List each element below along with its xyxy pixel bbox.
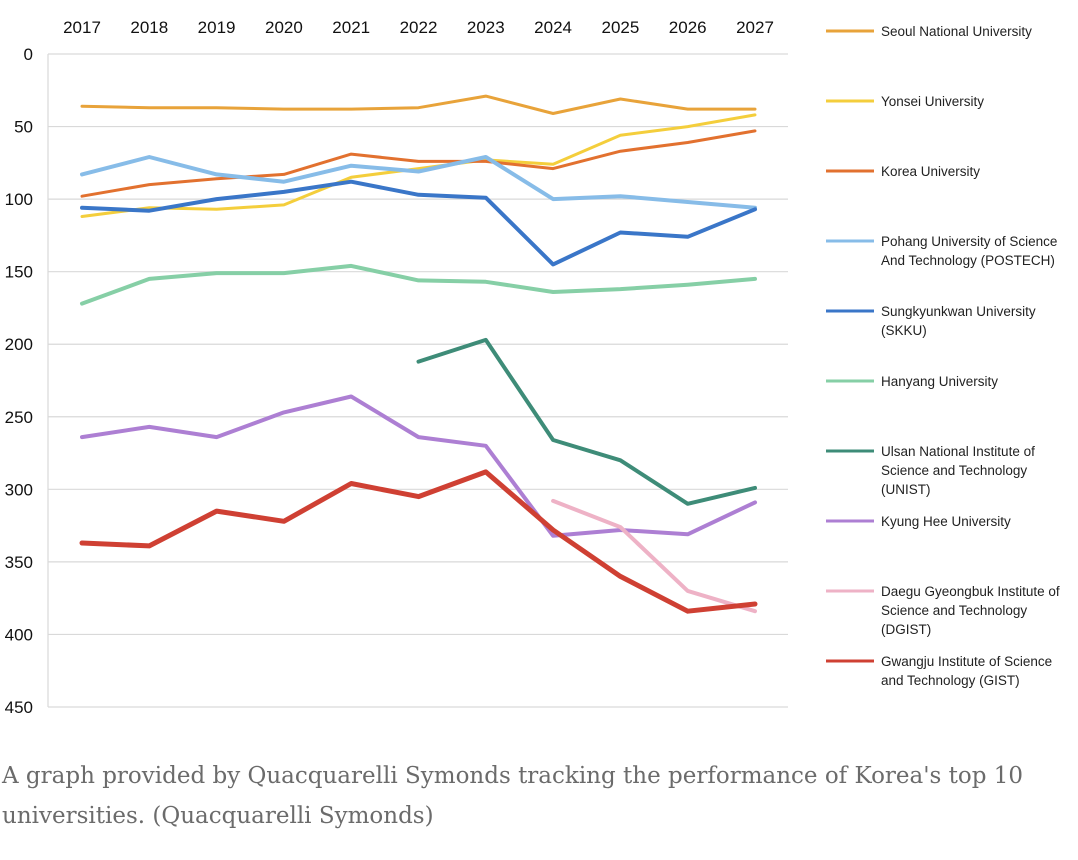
y-tick-label: 200 (5, 335, 33, 354)
series-line-1 (80, 113, 757, 218)
legend-label: Sungkyunkwan University (881, 304, 1036, 319)
legend-label: and Technology (GIST) (881, 673, 1020, 688)
legend-label: Korea University (881, 164, 980, 179)
x-tick-label: 2017 (63, 18, 101, 37)
legend-label: Kyung Hee University (881, 514, 1011, 529)
series-line-9 (79, 469, 758, 614)
gridlines (47, 53, 788, 708)
legend-label: Yonsei University (881, 94, 984, 109)
legend-item: Hanyang University (826, 374, 998, 389)
legend-item: Gwangju Institute of Science and Technolo… (826, 654, 1052, 688)
legend-label: Pohang University of Science (881, 234, 1057, 249)
legend-item: Daegu Gyeongbuk Institute of Science and … (826, 584, 1060, 637)
y-tick-label: 450 (5, 698, 33, 717)
legend-item: Yonsei University (826, 94, 984, 109)
legend-item: Sungkyunkwan University (SKKU) (826, 304, 1036, 338)
series-line-0 (80, 94, 757, 115)
y-tick-label: 250 (5, 408, 33, 427)
legend-label: Science and Technology (881, 603, 1027, 618)
series-line-8 (551, 498, 757, 614)
y-tick-label: 150 (5, 263, 33, 282)
y-tick-label: 400 (5, 625, 33, 644)
y-tick-label: 50 (14, 118, 33, 137)
x-tick-label: 2027 (736, 18, 774, 37)
y-tick-label: 100 (5, 190, 33, 209)
y-tick-label: 350 (5, 553, 33, 572)
series-line-6 (416, 337, 757, 506)
legend-label: Ulsan National Institute of (881, 444, 1035, 459)
legend: Seoul National University Yonsei Universi… (826, 24, 1060, 688)
series-line-3 (80, 155, 757, 210)
legend-label: Science and Technology (881, 463, 1027, 478)
x-tick-label: 2023 (467, 18, 505, 37)
series-line-2 (80, 129, 757, 198)
legend-label: (SKKU) (881, 323, 927, 338)
legend-item: Kyung Hee University (826, 514, 1011, 529)
legend-label: Hanyang University (881, 374, 998, 389)
x-tick-label: 2024 (534, 18, 572, 37)
legend-label: Gwangju Institute of Science (881, 654, 1052, 669)
legend-label: (UNIST) (881, 482, 931, 497)
legend-label: And Technology (POSTECH) (881, 253, 1055, 268)
legend-label: Daegu Gyeongbuk Institute of (881, 584, 1060, 599)
series-line-4 (80, 179, 757, 267)
y-tick-label: 0 (24, 45, 33, 64)
legend-label: Seoul National University (881, 24, 1032, 39)
series-line-5 (80, 263, 757, 306)
x-tick-label: 2022 (400, 18, 438, 37)
legend-item: Ulsan National Institute of Science and T… (826, 444, 1035, 497)
legend-item: Seoul National University (826, 24, 1032, 39)
x-tick-label: 2019 (198, 18, 236, 37)
x-tick-label: 2021 (332, 18, 370, 37)
series-line-7 (80, 394, 757, 538)
figure-caption: A graph provided by Quacquarelli Symonds… (2, 763, 1024, 829)
legend-item: Korea University (826, 164, 980, 179)
x-tick-label: 2026 (669, 18, 707, 37)
x-axis-ticks: 2017 2018 2019 2020 2021 2022 2023 2024 2025 2026… (63, 18, 774, 37)
y-axis-ticks: 0 50 100 150 200 250 300 350 400 450 (5, 45, 33, 717)
ranking-line-chart: 0 50 100 150 200 250 300 350 400 450 2017 2018 2019… (5, 18, 1060, 717)
series-lines (79, 94, 758, 614)
legend-label: (DGIST) (881, 622, 931, 637)
x-tick-label: 2018 (130, 18, 168, 37)
x-tick-label: 2025 (601, 18, 639, 37)
x-tick-label: 2020 (265, 18, 303, 37)
y-tick-label: 300 (5, 480, 33, 499)
legend-item: Pohang University of Science And Technolo… (826, 234, 1057, 268)
